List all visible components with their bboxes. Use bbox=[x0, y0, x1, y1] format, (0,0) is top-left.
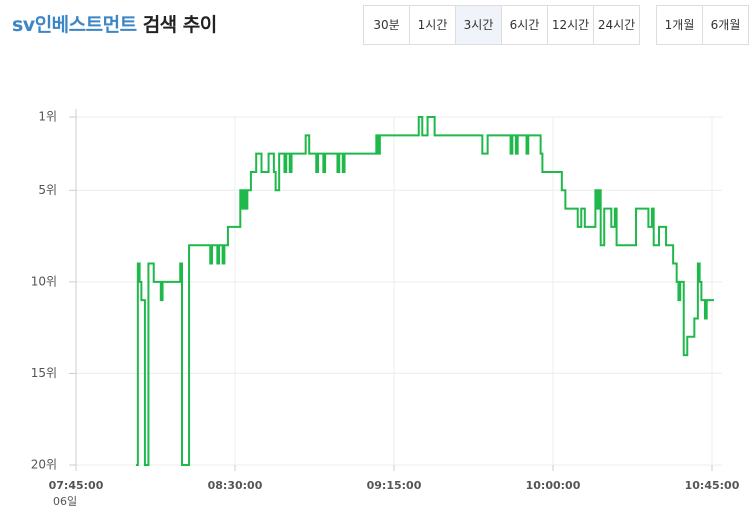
tab-group: 1개월 6개월 bbox=[656, 5, 749, 45]
range-tab[interactable]: 30분 bbox=[364, 6, 410, 44]
y-tick-label: 15위 bbox=[31, 366, 57, 380]
x-tick-label: 08:30:00 bbox=[208, 479, 263, 492]
x-tick-label: 07:45:00 bbox=[49, 479, 104, 492]
x-tick-label: 10:00:00 bbox=[526, 479, 581, 492]
title-rest: 검색 추이 bbox=[142, 14, 218, 36]
rank-line bbox=[136, 116, 714, 466]
range-tab[interactable]: 3시간 bbox=[456, 6, 502, 44]
tab-group: 30분 1시간 3시간 6시간 12시간 24시간 bbox=[363, 5, 640, 45]
title-brand: sv인베스트먼트 bbox=[12, 14, 137, 36]
title: sv인베스트먼트 검색 추이 bbox=[12, 10, 217, 37]
x-sublabel: 06일 bbox=[53, 494, 77, 508]
y-tick-label: 5위 bbox=[38, 183, 57, 197]
range-tab[interactable]: 1시간 bbox=[410, 6, 456, 44]
range-tab[interactable]: 6시간 bbox=[502, 6, 548, 44]
x-tick-label: 09:15:00 bbox=[367, 479, 422, 492]
y-tick-label: 20위 bbox=[31, 458, 57, 472]
y-tick-label: 10위 bbox=[31, 274, 57, 288]
range-tab[interactable]: 24시간 bbox=[597, 18, 636, 32]
range-tab[interactable]: 12시간 bbox=[548, 6, 594, 44]
range-tab[interactable]: 1개월 bbox=[657, 6, 703, 44]
y-tick-label: 1위 bbox=[38, 110, 57, 124]
range-tab[interactable]: 6개월 bbox=[710, 18, 741, 32]
x-tick-label: 10:45:00 bbox=[685, 479, 740, 492]
